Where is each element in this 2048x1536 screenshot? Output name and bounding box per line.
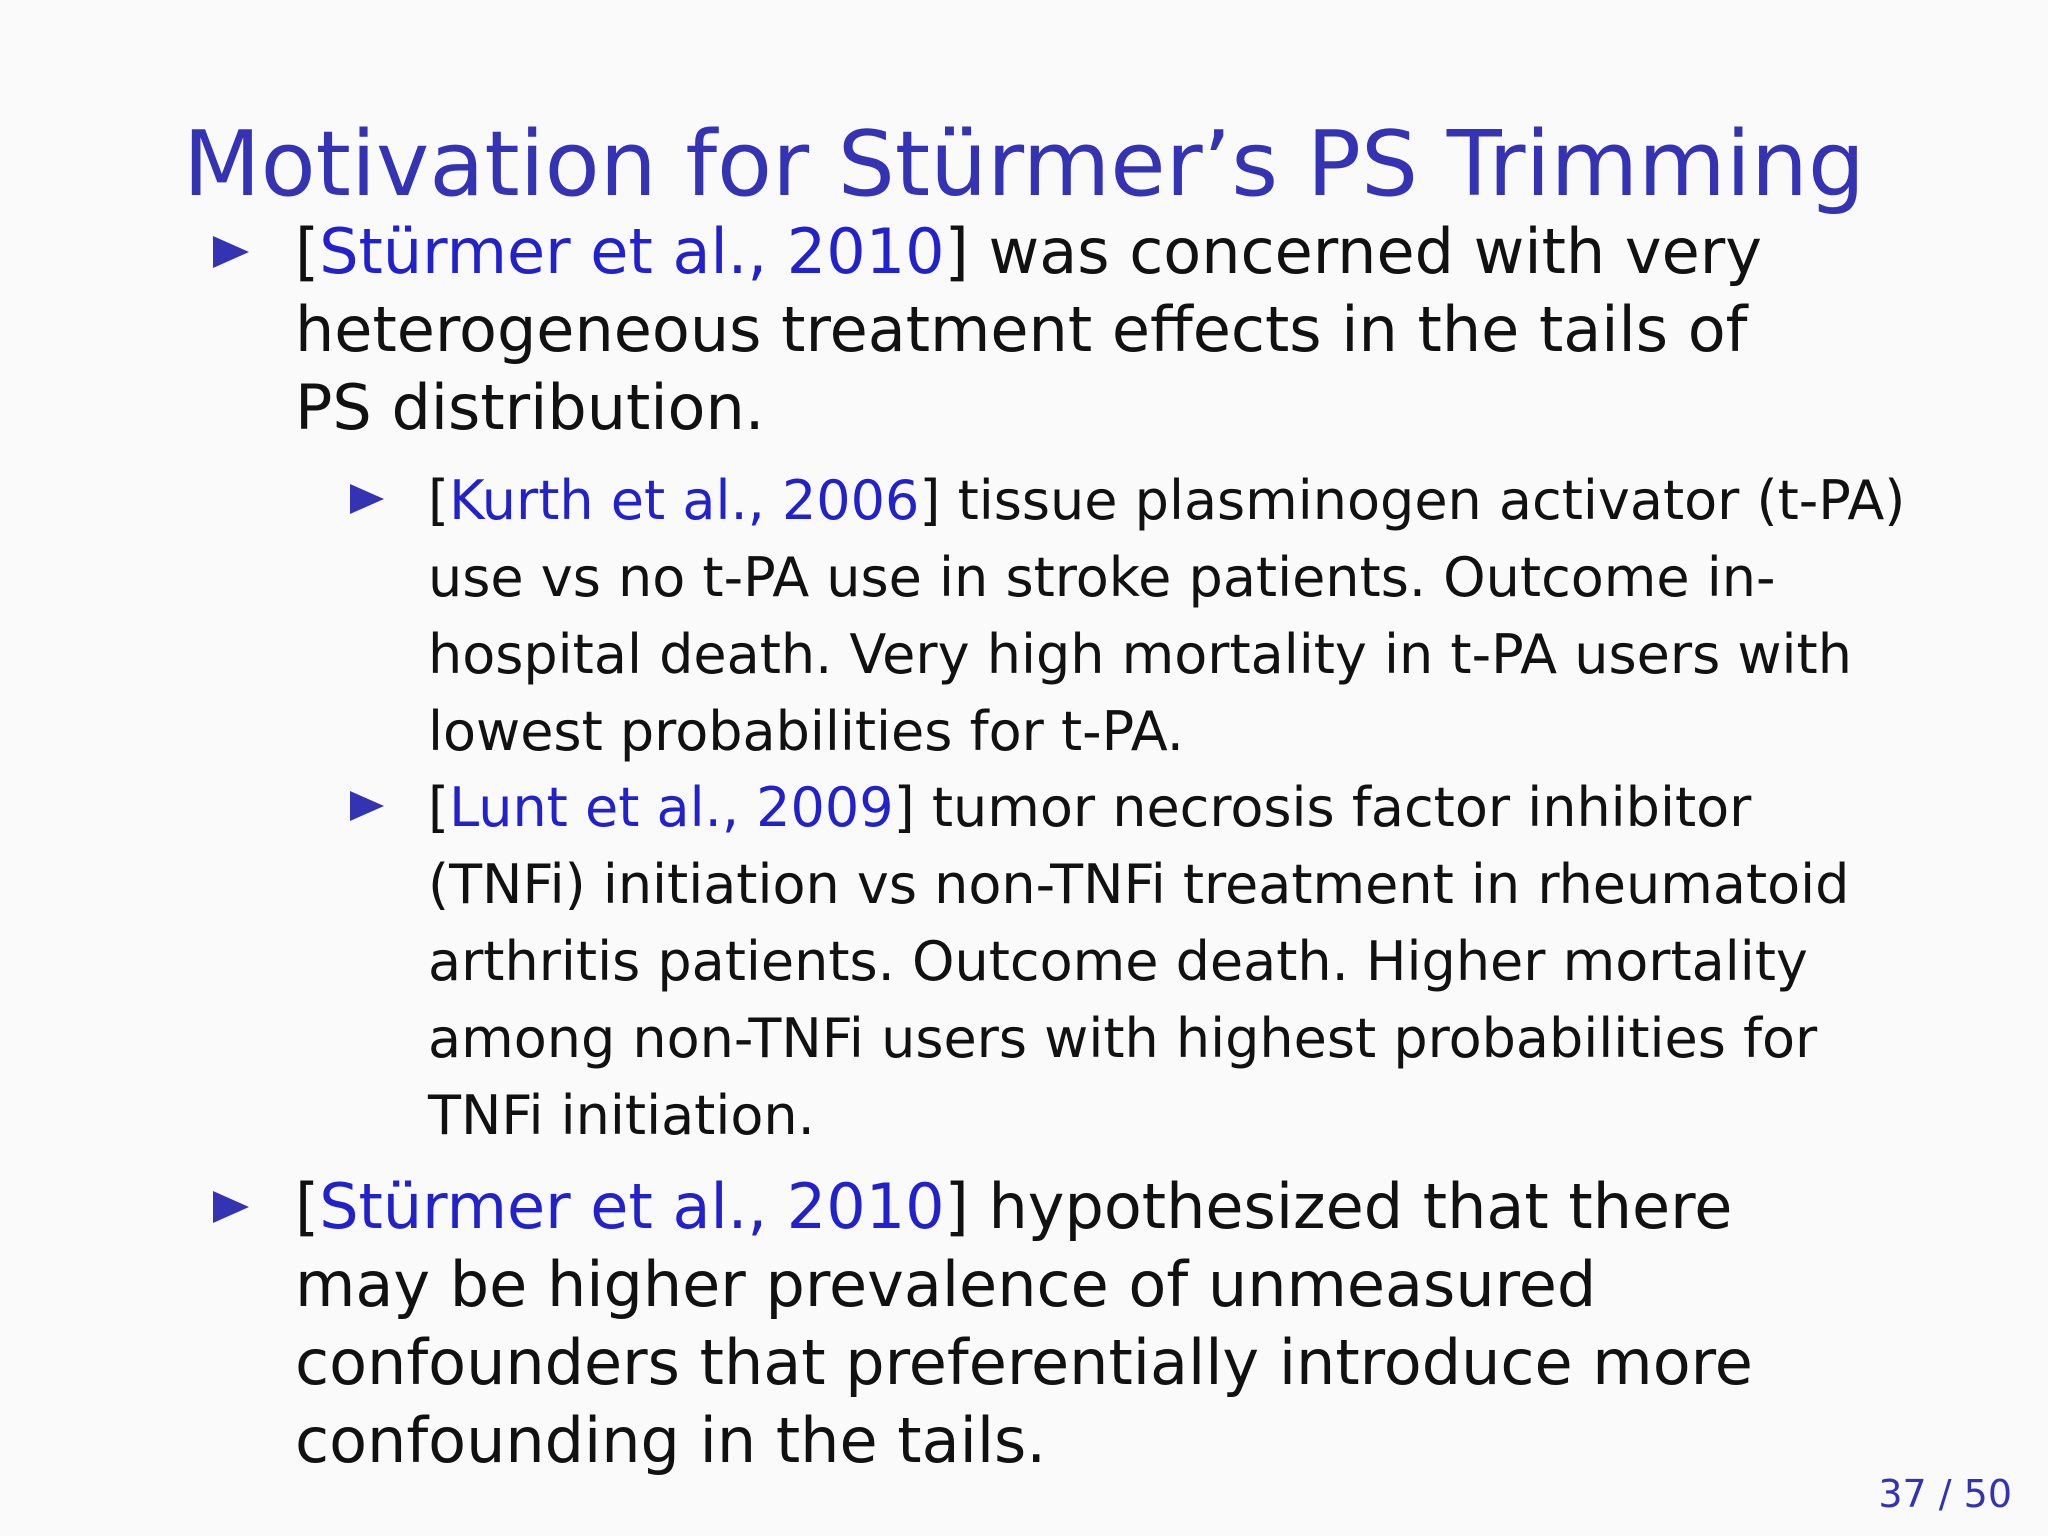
citation-link[interactable]: Lunt et al., 2009 <box>449 776 894 839</box>
slide-title: Motivation for Stürmer’s PS Trimming <box>182 112 1866 218</box>
citation-link[interactable]: Kurth et al., 2006 <box>449 469 920 532</box>
close-bracket: ] <box>919 469 941 532</box>
page-total: 50 <box>1963 1472 2012 1516</box>
bullet-text: tumor necrosis factor inhibitor (TNFi) i… <box>428 776 1850 1147</box>
close-bracket: ] <box>944 1170 969 1243</box>
open-bracket: [ <box>295 1170 320 1243</box>
page-current: 37 <box>1878 1472 1927 1516</box>
triangle-right-icon <box>213 236 249 268</box>
bullet-item: [Stürmer et al., 2010] hypothesized that… <box>213 1168 1815 1480</box>
open-bracket: [ <box>428 776 450 839</box>
close-bracket: ] <box>944 215 969 288</box>
sub-bullet-item: [Lunt et al., 2009] tumor necrosis facto… <box>350 769 1908 1154</box>
citation-link[interactable]: Stürmer et al., 2010 <box>319 1170 945 1243</box>
triangle-right-icon <box>213 1191 249 1223</box>
bullet-text: hypothesized that there may be higher pr… <box>295 1170 1753 1477</box>
triangle-right-icon <box>350 791 384 821</box>
bullet-text: tissue plasminogen activator (t-PA) use … <box>428 469 1906 763</box>
open-bracket: [ <box>428 469 450 532</box>
sub-bullet-item: [Kurth et al., 2006] tissue plasminogen … <box>350 462 1908 770</box>
open-bracket: [ <box>295 215 320 288</box>
page-number: 37 / 50 <box>1878 1472 2012 1516</box>
citation-link[interactable]: Stürmer et al., 2010 <box>319 215 945 288</box>
bullet-text: was concerned with very heterogeneous tr… <box>295 215 1762 444</box>
page-separator: / <box>1926 1472 1964 1516</box>
close-bracket: ] <box>893 776 915 839</box>
triangle-right-icon <box>350 484 384 514</box>
bullet-item: [Stürmer et al., 2010] was concerned wit… <box>213 213 1815 447</box>
